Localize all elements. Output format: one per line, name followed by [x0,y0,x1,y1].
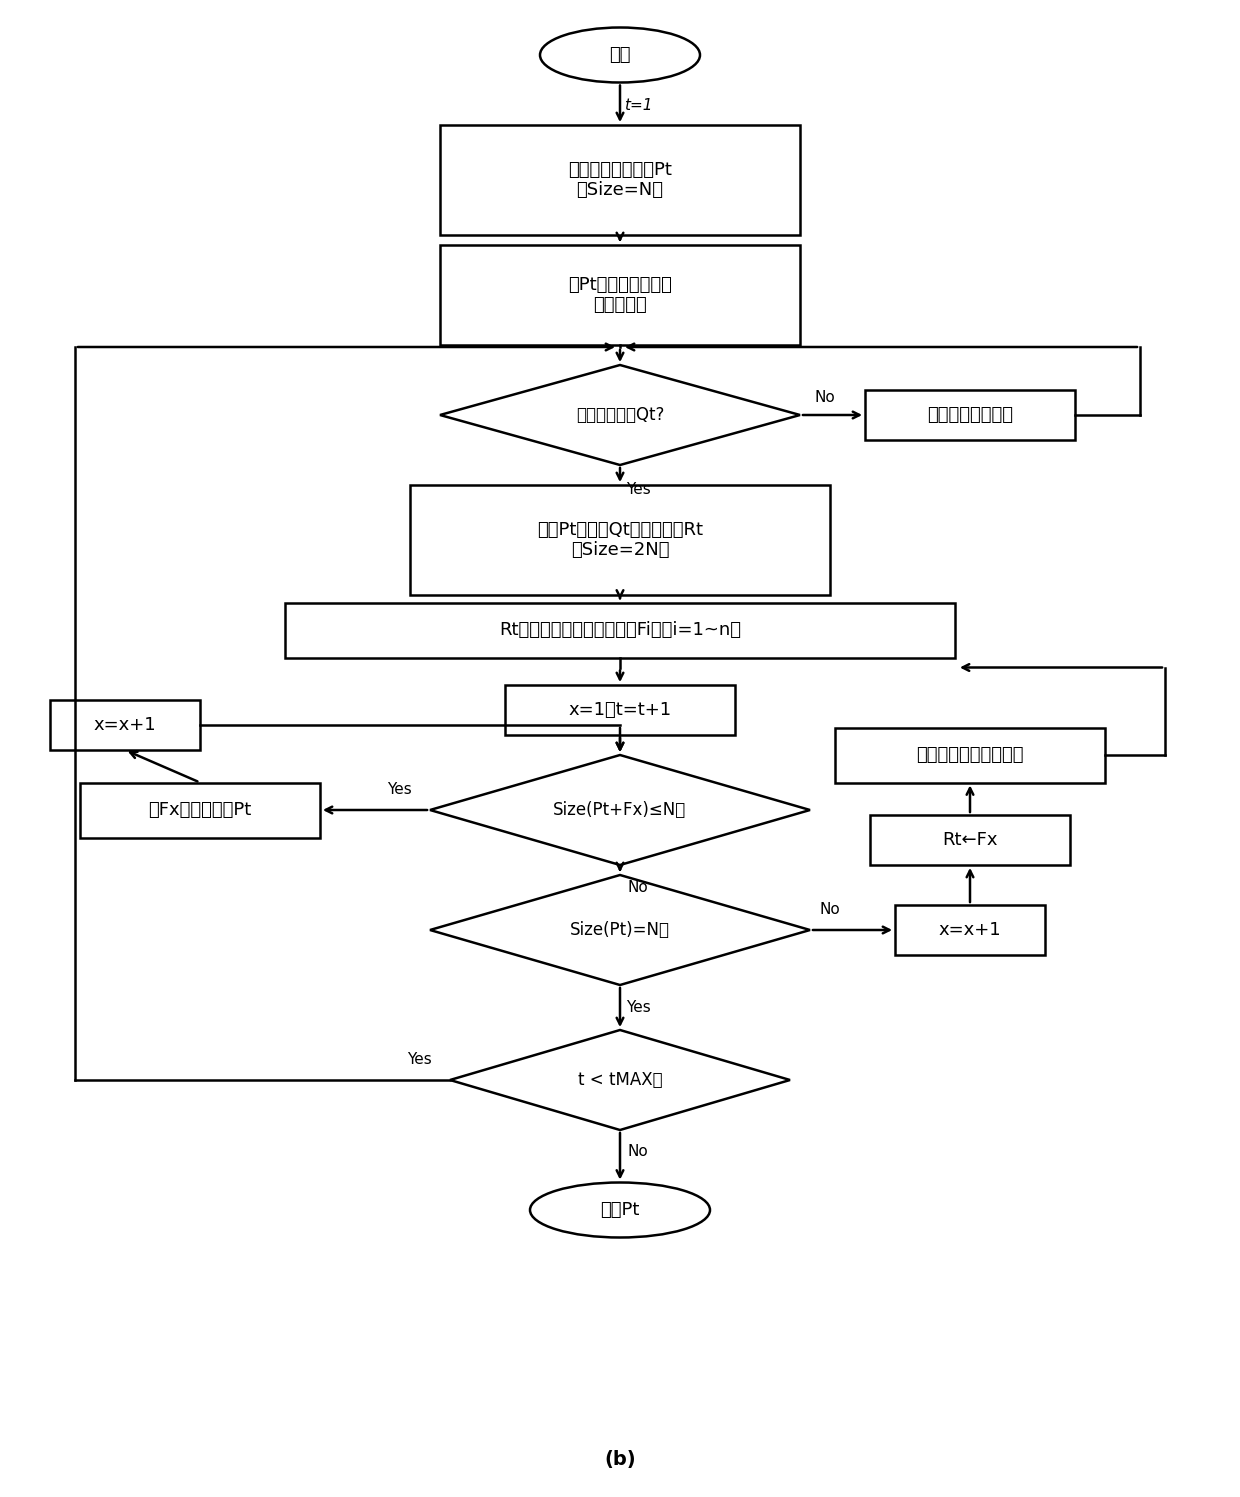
Text: Size(Pt+Fx)≤N？: Size(Pt+Fx)≤N？ [553,801,687,819]
Bar [866,391,1075,440]
Text: 开始: 开始 [609,46,631,64]
Text: x=x+1: x=x+1 [94,716,156,734]
Bar [870,814,1070,865]
Text: No: No [815,389,836,404]
Bar [410,485,830,594]
Text: 输出Pt: 输出Pt [600,1201,640,1219]
Text: (b): (b) [604,1451,636,1470]
Text: 对Pt按快速非支配排
序方法排序: 对Pt按快速非支配排 序方法排序 [568,275,672,314]
Text: 生成子代种群Qt?: 生成子代种群Qt? [575,406,665,424]
Bar [440,126,800,235]
Text: 选择、交叉、变异: 选择、交叉、变异 [928,406,1013,424]
Bar [835,728,1105,783]
Bar [440,246,800,344]
Text: t=1: t=1 [624,97,652,112]
Text: x=x+1: x=x+1 [939,921,1002,939]
Text: No: No [627,1145,649,1160]
Text: No: No [627,880,649,895]
Text: x=1，t=t+1: x=1，t=t+1 [568,701,672,719]
Text: Rt←Fx: Rt←Fx [942,831,998,849]
Text: No: No [820,903,841,918]
Text: Yes: Yes [387,783,412,798]
Bar [895,906,1045,955]
Bar [81,783,320,837]
Text: t < tMAX？: t < tMAX？ [578,1070,662,1088]
Text: 删除重要度最低的目标: 删除重要度最低的目标 [916,746,1024,763]
Text: 随机生成父代种群Pt
（Size=N）: 随机生成父代种群Pt （Size=N） [568,160,672,199]
Text: 父代Pt与子代Qt个体合并为Rt
（Size=2N）: 父代Pt与子代Qt个体合并为Rt （Size=2N） [537,521,703,560]
Text: Size(Pt)=N？: Size(Pt)=N？ [570,921,670,939]
Text: Yes: Yes [626,482,650,497]
Bar [505,686,735,735]
Bar [50,701,200,750]
Text: Rt通过快速非支配排序分为Fi层（i=1~n）: Rt通过快速非支配排序分为Fi层（i=1~n） [498,621,742,639]
Text: Yes: Yes [407,1052,432,1067]
Bar [285,602,955,657]
Text: 将Fx层个体选入Pt: 将Fx层个体选入Pt [149,801,252,819]
Text: Yes: Yes [626,1000,650,1015]
